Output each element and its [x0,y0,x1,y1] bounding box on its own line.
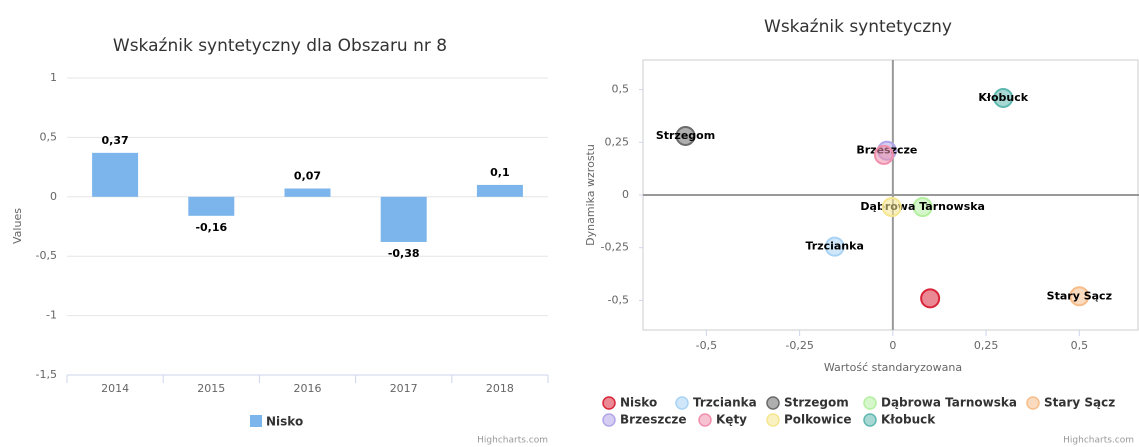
point-label: Strzegom [656,129,715,142]
y-tick-label: -0,25 [601,241,629,254]
legend-label: Kłobuck [881,413,936,427]
legend-label: Strzegom [784,396,849,410]
point [920,288,941,309]
bar [380,196,427,242]
x-tick-label: 2017 [390,382,418,395]
legend-label: Stary Sącz [1044,396,1115,410]
x-tick-label: 2016 [294,382,322,395]
legend-label: Trzcianka [693,396,757,410]
y-tick-label: 1 [50,71,57,84]
legend-symbol [698,413,712,427]
bar [284,188,331,197]
bar [476,184,523,197]
y-tick-label: -1 [46,309,57,322]
legend-symbol [766,413,780,427]
point [675,125,696,146]
point [824,236,845,257]
y-axis-title: Dynamika wzrostu [584,144,597,246]
legend-symbol [863,413,877,427]
x-tick-label: 2015 [197,382,225,395]
data-label: -0,16 [195,221,227,234]
legend-symbol [1026,396,1040,410]
bar [188,196,235,216]
point [873,144,894,165]
point-label: Trzcianka [805,240,863,253]
data-label: -0,38 [388,247,420,260]
data-label: 0,07 [294,169,321,182]
chart-title: Wskaźnik syntetyczny [764,17,952,37]
x-tick-label: 0,25 [974,339,999,352]
x-tick-label: 2014 [101,382,129,395]
data-label: 0,1 [490,166,510,179]
x-axis-title: Wartość standaryzowana [824,361,962,374]
legend-label: Nisko [620,396,657,410]
legend-symbol [675,396,689,410]
y-tick-label: 0,5 [612,83,630,96]
point [993,87,1014,108]
x-tick-label: -0,25 [785,339,813,352]
y-tick-label: -1,5 [36,368,57,381]
bar [92,152,139,197]
legend-symbol [863,396,877,410]
y-tick-label: 0,25 [605,135,630,148]
credits: Highcharts.com [1063,436,1134,446]
x-tick-label: 2018 [486,382,514,395]
y-tick-label: 0,5 [40,130,58,143]
chart-title: Wskaźnik syntetyczny dla Obszaru nr 8 [113,36,447,56]
y-tick-label: -0,5 [608,293,629,306]
credits: Highcharts.com [477,436,548,446]
y-tick-label: -0,5 [36,249,57,262]
x-tick-label: 0,5 [1071,339,1089,352]
y-tick-label: 0 [50,190,57,203]
legend-symbol [602,396,616,410]
legend-symbol [250,415,262,427]
point-label: Dąbrowa Tarnowska [860,200,985,213]
legend-symbol [602,413,616,427]
legend-symbol [766,396,780,410]
x-tick-label: -0,5 [696,339,717,352]
point [881,197,902,218]
point [912,197,933,218]
legend-label: Nisko [266,415,303,429]
legend-label: Dąbrowa Tarnowska [881,396,1017,410]
legend-label: Kęty [716,413,747,427]
y-tick-label: 0 [622,188,629,201]
point-label: Kłobuck [978,91,1028,104]
x-tick-label: 0 [889,339,896,352]
point-label: Stary Sącz [1047,289,1112,302]
legend-label: Polkowice [784,413,852,427]
point [1069,286,1090,307]
y-axis-title: Values [11,208,24,244]
legend-label: Brzeszcze [620,413,687,427]
data-label: 0,37 [102,134,129,147]
